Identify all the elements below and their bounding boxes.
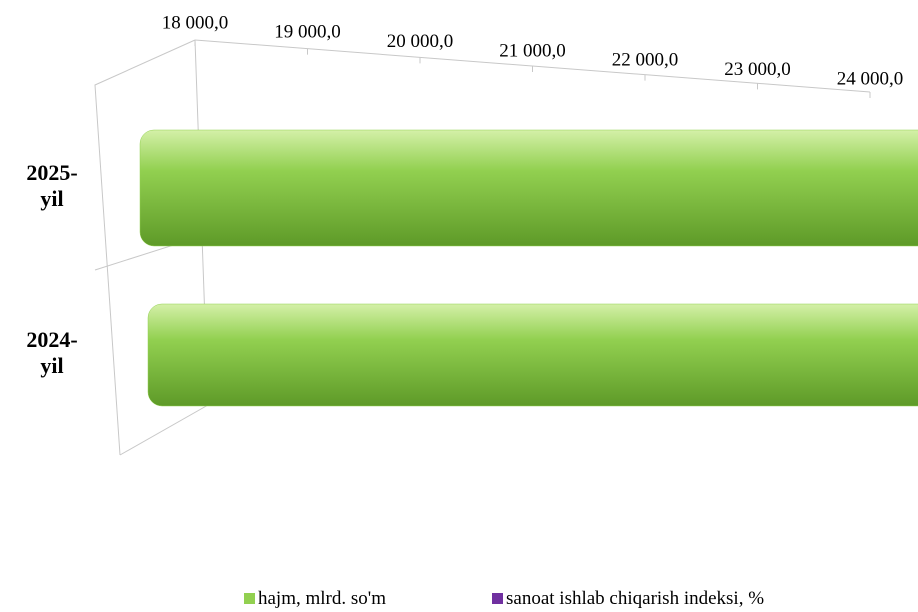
x-tick-label: 21 000,0 <box>499 40 566 61</box>
x-tick-label: 18 000,0 <box>162 12 229 33</box>
legend-label: hajm, mlrd. so'm <box>258 588 386 609</box>
x-tick-label: 22 000,0 <box>612 50 679 71</box>
x-tick-label: 23 000,0 <box>724 59 791 80</box>
x-tick-label: 19 000,0 <box>274 22 341 43</box>
x-tick-label: 20 000,0 <box>387 31 454 52</box>
legend-item: hajm, mlrd. so'm <box>244 588 386 610</box>
legend-swatch <box>492 593 503 604</box>
legend-label: sanoat ishlab chiqarish indeksi, % <box>506 588 765 609</box>
bar-segment <box>147 303 918 407</box>
legend-swatch <box>244 593 255 604</box>
legend-item: sanoat ishlab chiqarish indeksi, % <box>492 588 764 610</box>
y-tick-label: 2024-yil <box>26 327 78 378</box>
y-tick-label: 2025-yil <box>26 160 78 211</box>
bar-segment <box>139 129 918 247</box>
x-tick-label: 24 000,0 <box>837 68 904 89</box>
